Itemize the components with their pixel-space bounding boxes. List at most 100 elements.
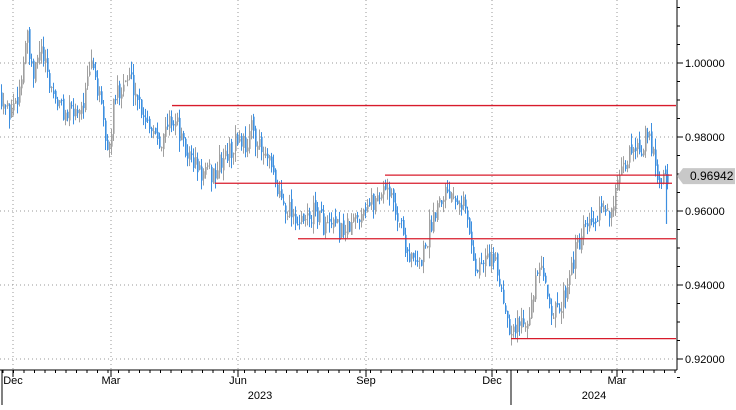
candle-body <box>391 192 393 196</box>
candle-body <box>285 205 287 214</box>
candle-body <box>539 267 541 277</box>
candle-body <box>171 116 173 126</box>
candle-body <box>157 131 159 139</box>
candle-body <box>501 287 503 289</box>
candle-body <box>241 135 243 147</box>
candle-body <box>617 179 619 191</box>
candle-body <box>147 119 149 121</box>
candle-body <box>33 60 35 79</box>
candle-body <box>187 152 189 159</box>
candle-body <box>45 58 47 63</box>
candle-body <box>81 105 83 114</box>
candle-body <box>143 115 145 118</box>
candle-body <box>491 253 493 267</box>
candle-body <box>353 217 355 222</box>
candle-body <box>133 74 135 96</box>
candle-body <box>571 262 573 275</box>
candle-body <box>655 149 657 166</box>
candle-body <box>547 284 549 297</box>
candle-body <box>203 171 205 179</box>
candle-body <box>175 121 177 127</box>
candle-body <box>341 223 343 238</box>
candle-body <box>363 209 365 216</box>
candle-body <box>309 211 311 220</box>
candle-body <box>445 186 447 201</box>
candle-body <box>125 80 127 82</box>
candle-body <box>321 208 323 212</box>
candle-body <box>597 220 599 222</box>
candle-body <box>35 62 37 82</box>
candle-body <box>379 197 381 199</box>
candle-body <box>609 211 611 219</box>
candle-body <box>645 128 647 152</box>
candle-body <box>173 124 175 126</box>
candle-body <box>625 164 627 169</box>
candle-body <box>221 157 223 168</box>
candle-body <box>13 103 15 111</box>
candle-body <box>207 165 209 167</box>
y-tick-label: 0.94000 <box>685 280 725 292</box>
candle-body <box>557 303 559 305</box>
candle-body <box>165 126 167 137</box>
candle-body <box>279 190 281 198</box>
candle-body <box>369 202 371 206</box>
candle-body <box>367 205 369 210</box>
candle-body <box>621 166 623 175</box>
candle-body <box>225 150 227 157</box>
candle-body <box>115 98 117 101</box>
candle-body <box>637 142 639 150</box>
candle-body <box>389 186 391 197</box>
y-tick-label: 0.96000 <box>685 206 725 218</box>
candle-body <box>183 133 185 139</box>
candle-body <box>75 109 77 117</box>
candle-body <box>117 85 119 98</box>
candle-body <box>365 207 367 212</box>
candle-body <box>185 138 187 156</box>
candle-body <box>589 218 591 229</box>
candle-body <box>297 224 299 226</box>
candle-body <box>215 170 217 179</box>
candle-body <box>273 165 275 173</box>
candle-body <box>623 162 625 165</box>
candle-body <box>451 193 453 202</box>
candle-body <box>193 157 195 168</box>
candle-body <box>397 213 399 222</box>
candle-body <box>189 151 191 160</box>
candle-body <box>261 136 263 153</box>
candle-body <box>271 156 273 168</box>
candle-body <box>205 166 207 175</box>
candle-body <box>141 99 143 115</box>
candle-body <box>41 46 43 54</box>
candle-body <box>5 105 7 107</box>
candle-body <box>527 323 529 329</box>
candle-body <box>641 153 643 156</box>
candle-body <box>477 269 479 272</box>
candle-body <box>243 135 245 148</box>
candle-body <box>269 156 271 161</box>
candle-body <box>11 107 13 118</box>
y-tick-label: 0.98000 <box>685 132 725 144</box>
candle-body <box>145 117 147 122</box>
last-value-label: 0.96942 <box>690 169 734 183</box>
candle-body <box>29 29 31 59</box>
candle-body <box>49 73 51 89</box>
candle-body <box>69 102 71 121</box>
candle-body <box>387 187 389 190</box>
candle-body <box>71 105 73 107</box>
candle-body <box>395 203 397 215</box>
candle-body <box>105 120 107 141</box>
candle-body <box>509 319 511 335</box>
candle-body <box>317 207 319 223</box>
candle-body <box>407 249 409 252</box>
candle-body <box>53 90 55 95</box>
candle-body <box>629 146 631 163</box>
candle-body <box>461 204 463 210</box>
candle-body <box>299 222 301 224</box>
candle-body <box>95 70 97 78</box>
candle-body <box>73 108 75 117</box>
candle-body <box>47 57 49 72</box>
candle-body <box>155 127 157 134</box>
candle-body <box>251 120 253 131</box>
candle-body <box>281 189 283 199</box>
